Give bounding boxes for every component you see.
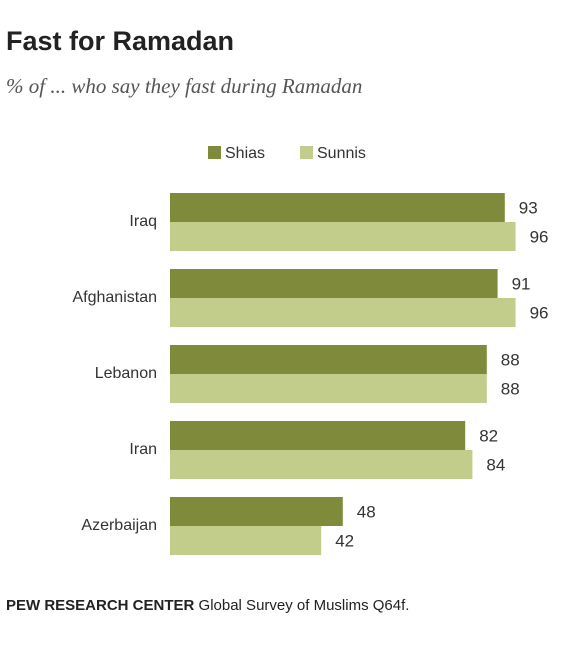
source-org: PEW RESEARCH CENTER: [6, 597, 195, 614]
category-label: Lebanon: [95, 365, 157, 382]
source-text: Global Survey of Muslims Q64f.: [198, 597, 410, 614]
chart-title: Fast for Ramadan: [6, 26, 235, 56]
source-note: PEW RESEARCH CENTER Global Survey of Mus…: [6, 597, 409, 614]
bar-sunnis: [170, 450, 473, 479]
value-label: 48: [357, 503, 376, 522]
legend-label-shias: Shias: [225, 145, 265, 162]
bar-shias: [170, 193, 505, 222]
value-label: 91: [512, 275, 531, 294]
bar-sunnis: [170, 222, 516, 251]
value-label: 82: [479, 427, 498, 446]
category-label: Azerbaijan: [81, 517, 157, 534]
bar-sunnis: [170, 526, 322, 555]
bar-shias: [170, 497, 343, 526]
bar-shias: [170, 345, 487, 374]
legend-swatch-shias: [208, 146, 221, 159]
value-label: 84: [486, 456, 505, 475]
bar-shias: [170, 269, 498, 298]
value-label: 88: [501, 380, 520, 399]
value-label: 42: [335, 532, 354, 551]
category-label: Afghanistan: [72, 289, 157, 306]
value-label: 96: [530, 228, 549, 247]
value-label: 88: [501, 351, 520, 370]
value-label: 93: [519, 199, 538, 218]
legend-swatch-sunnis: [300, 146, 313, 159]
category-label: Iraq: [129, 213, 157, 230]
bar-sunnis: [170, 298, 516, 327]
chart-subtitle: % of ... who say they fast during Ramada…: [6, 74, 363, 98]
value-label: 96: [530, 304, 549, 323]
bar-sunnis: [170, 374, 487, 403]
category-label: Iran: [129, 441, 157, 458]
bar-shias: [170, 421, 466, 450]
legend-label-sunnis: Sunnis: [317, 145, 366, 162]
